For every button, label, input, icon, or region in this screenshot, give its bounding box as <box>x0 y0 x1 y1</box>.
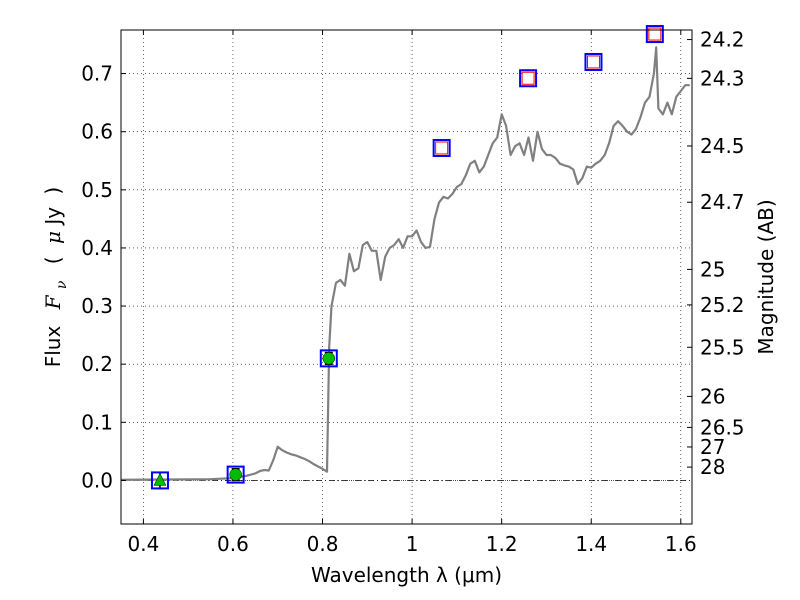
x-tick-label: 0.4 <box>127 532 159 556</box>
x-axis-label: Wavelength λ (μm) <box>311 563 502 587</box>
highlight-box <box>519 69 538 88</box>
mag-tick-label: 27 <box>700 435 725 459</box>
photometry-point <box>319 349 338 368</box>
open-square-marker <box>648 27 662 41</box>
open-square-marker <box>435 141 449 155</box>
y-label-open: ( <box>41 256 65 264</box>
y-tick-label: 0.6 <box>81 120 113 144</box>
plot-frame <box>120 29 693 525</box>
photometry-points <box>150 25 664 490</box>
open-square-marker <box>586 55 600 69</box>
triangle-marker <box>153 472 167 486</box>
tick-labels: 0.4 0.6 0.8 1 1.2 1.4 1.6 0.0 0.1 0.2 0.3 0.4 0.5 0.6… <box>81 28 744 556</box>
y-label-mu: μ <box>41 231 65 244</box>
mag-tick-label: 28 <box>700 455 725 479</box>
mag-tick-label: 24.3 <box>700 66 745 90</box>
photometry-point <box>150 471 169 490</box>
photometry-point <box>584 52 603 71</box>
y-label-close: ) <box>41 187 65 195</box>
y-tick-label: 0.2 <box>81 352 113 376</box>
mag-tick-label: 26 <box>700 384 725 408</box>
highlight-box <box>432 138 451 157</box>
y-tick-label: 0.5 <box>81 178 113 202</box>
photometry-point <box>226 465 245 484</box>
x-tick-label: 1.2 <box>486 532 518 556</box>
photometry-point <box>645 25 664 44</box>
circle-marker <box>322 352 336 365</box>
y-label-prefix: Flux <box>41 326 65 368</box>
y-axis-label: Flux F ν ( μ Jy ) <box>41 187 71 368</box>
y-tick-label: 0.1 <box>81 410 113 434</box>
highlight-box <box>584 52 603 71</box>
photometry-point <box>519 69 538 88</box>
mag-tick-label: 24.5 <box>700 134 745 158</box>
right-axis-label: Magnitude (AB) <box>754 199 778 354</box>
mag-tick-label: 24.2 <box>700 28 745 52</box>
y-label-unit: Jy <box>41 207 65 227</box>
spectrum-line <box>120 46 690 481</box>
x-tick-label: 0.6 <box>217 532 249 556</box>
open-square-marker <box>521 71 535 85</box>
y-tick-label: 0.7 <box>81 62 113 86</box>
highlight-box <box>645 25 664 44</box>
mag-tick-label: 25.2 <box>700 293 745 317</box>
y-tick-label: 0.4 <box>81 236 113 260</box>
y-label-symbol: F <box>41 294 65 310</box>
x-tick-label: 1.4 <box>575 532 607 556</box>
x-tick-label: 1 <box>406 532 419 556</box>
x-tick-label: 1.6 <box>665 532 697 556</box>
y-label-subscript: ν <box>54 280 70 289</box>
y-tick-label: 0.3 <box>81 294 113 318</box>
mag-tick-label: 25 <box>700 257 725 281</box>
ticks <box>121 30 692 524</box>
highlight-box <box>150 471 169 490</box>
highlight-box <box>319 349 338 368</box>
mag-tick-label: 26.5 <box>700 415 745 439</box>
spectrum <box>120 46 690 481</box>
photometry-point <box>432 138 451 157</box>
mag-tick-label: 25.5 <box>700 335 745 359</box>
y-tick-label: 0.0 <box>81 468 113 492</box>
x-tick-label: 0.8 <box>307 532 339 556</box>
highlight-box <box>226 465 245 484</box>
mag-tick-label: 24.7 <box>700 190 745 214</box>
circle-marker <box>229 468 242 481</box>
